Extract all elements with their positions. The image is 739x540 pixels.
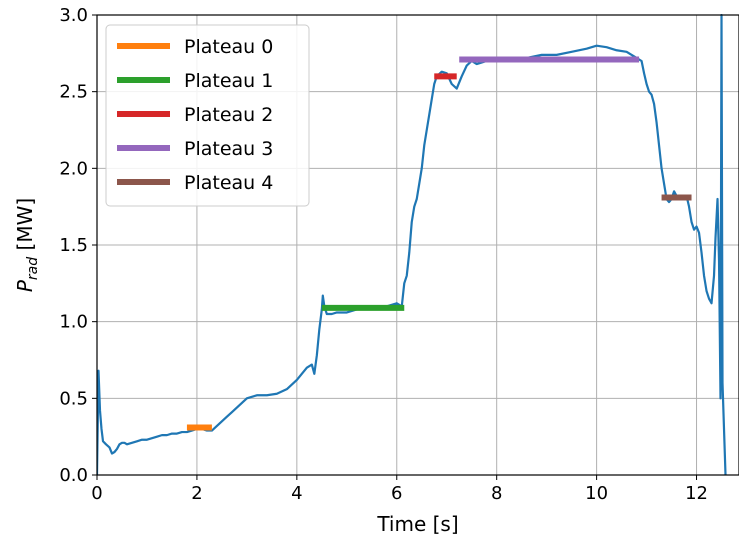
x-tick-label: 10 — [585, 483, 608, 504]
x-axis-ticks: 0 2 4 6 8 10 12 — [91, 475, 708, 504]
y-tick-label: 1.5 — [59, 235, 88, 256]
x-tick-label: 12 — [685, 483, 708, 504]
y-axis-label: Prad [MW] — [13, 198, 41, 292]
y-tick-label: 1.0 — [59, 312, 88, 333]
y-tick-label: 2.0 — [59, 158, 88, 179]
legend-label-2: Plateau 2 — [184, 104, 273, 126]
x-tick-label: 0 — [91, 483, 102, 504]
y-axis-label-symbol: P — [13, 279, 37, 292]
y-axis-label-subscript: rad — [25, 257, 41, 280]
signal-line — [97, 14, 727, 476]
y-tick-label: 0.5 — [59, 388, 88, 409]
legend-label-3: Plateau 3 — [184, 138, 273, 160]
plateau-layer — [186, 56, 692, 431]
y-tick-label: 2.5 — [59, 82, 88, 103]
y-axis-label-unit: [MW] — [13, 198, 37, 257]
legend-label-0: Plateau 0 — [184, 36, 273, 58]
signal-layer — [97, 14, 727, 476]
x-tick-label: 8 — [491, 483, 502, 504]
x-axis-label: Time [s] — [376, 512, 458, 536]
x-tick-label: 4 — [291, 483, 302, 504]
x-tick-label: 6 — [391, 483, 402, 504]
legend: Plateau 0 Plateau 1 Plateau 2 Plateau 3 Plat… — [105, 24, 310, 207]
legend-box — [105, 24, 310, 207]
x-tick-label: 2 — [191, 483, 202, 504]
y-tick-label: 3.0 — [59, 5, 88, 26]
legend-label-1: Plateau 1 — [184, 70, 273, 92]
legend-label-4: Plateau 4 — [184, 172, 273, 194]
y-axis-ticks: 0.0 0.5 1.0 1.5 2.0 2.5 3.0 — [59, 5, 97, 486]
y-tick-label: 0.0 — [59, 465, 88, 486]
